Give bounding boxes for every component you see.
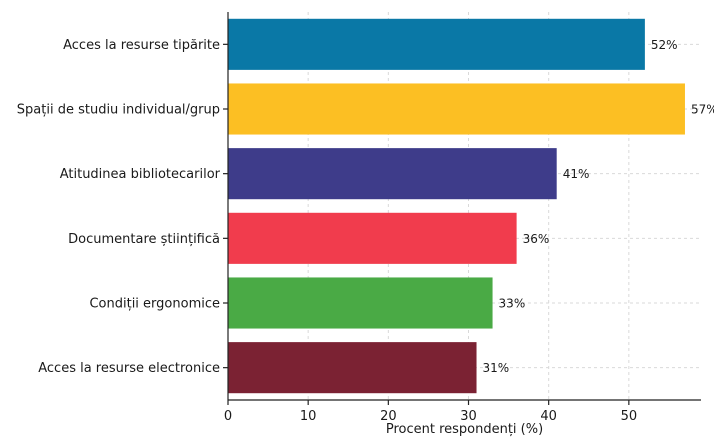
category-label: Documentare științifică — [68, 232, 220, 247]
bar — [228, 212, 517, 264]
bar — [228, 342, 477, 394]
category-label: Atitudinea bibliotecarilor — [60, 167, 221, 182]
value-label: 52% — [651, 38, 678, 52]
x-tick-label: 50 — [621, 409, 638, 424]
category-label: Condiții ergonomice — [89, 297, 220, 312]
axes — [223, 12, 701, 401]
value-labels: 52% 57% 41% 36% 33% 31% — [483, 38, 714, 375]
x-tick-label: 0 — [224, 409, 232, 424]
x-tick-label: 30 — [460, 409, 477, 424]
value-label: 36% — [523, 232, 550, 246]
gridlines — [227, 12, 701, 400]
bar — [228, 148, 557, 200]
bar — [228, 83, 685, 135]
category-label: Spații de studiu individual/grup — [17, 103, 220, 118]
value-label: 41% — [563, 167, 590, 181]
value-label: 33% — [499, 297, 526, 311]
bar — [228, 277, 493, 329]
value-label: 31% — [483, 361, 510, 375]
x-ticks: 0 10 20 30 40 50 — [224, 400, 637, 424]
x-tick-label: 40 — [540, 409, 557, 424]
x-tick-label: 10 — [300, 409, 317, 424]
x-axis-title: Procent respondenți (%) — [386, 422, 543, 437]
x-tick-label: 20 — [380, 409, 397, 424]
category-label: Acces la resurse tipărite — [63, 38, 220, 53]
value-label: 57% — [691, 103, 714, 117]
category-label: Acces la resurse electronice — [38, 361, 220, 376]
bar — [228, 18, 645, 70]
category-labels: Acces la resurse tipărite Spații de studi… — [17, 38, 221, 376]
bars — [228, 18, 685, 394]
